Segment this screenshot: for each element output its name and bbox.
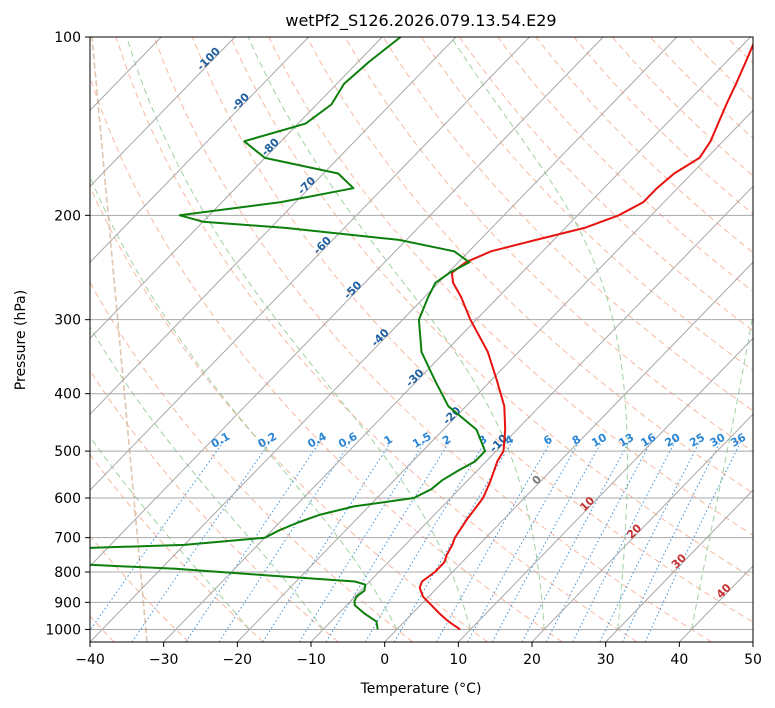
y-tick-label: 700 xyxy=(54,531,81,547)
sounding-profiles xyxy=(90,37,753,631)
y-tick-label: 400 xyxy=(54,387,81,403)
dry-adiabat xyxy=(90,75,563,642)
reference-curve xyxy=(91,37,148,642)
dry-adiabat xyxy=(115,37,638,642)
x-tick-label: −20 xyxy=(223,652,253,668)
mixing-ratio-line xyxy=(621,440,722,642)
y-tick-label: 300 xyxy=(54,313,81,329)
x-tick-label: −40 xyxy=(75,652,105,668)
mixing-ratio-line xyxy=(218,440,352,642)
isotherm xyxy=(163,37,751,642)
mixing-ratio-line xyxy=(435,440,552,642)
isotherm xyxy=(90,37,309,263)
mixing-ratio-line xyxy=(131,440,272,642)
mixing-ratio-line xyxy=(262,440,393,642)
x-tick-label: 50 xyxy=(744,652,762,668)
dewpoint-profile xyxy=(90,37,487,630)
isotherm xyxy=(531,413,753,642)
y-tick-label: 200 xyxy=(54,208,81,224)
y-tick-label: 500 xyxy=(54,444,81,460)
background-lines xyxy=(90,37,753,642)
isotherm xyxy=(90,37,383,339)
isotherm xyxy=(384,261,753,642)
y-tick-label: 100 xyxy=(54,30,81,46)
x-tick-label: 10 xyxy=(449,652,467,668)
mixing-ratio-line xyxy=(298,440,426,642)
isotherm xyxy=(90,37,457,415)
x-tick-label: −30 xyxy=(149,652,179,668)
temperature-profile xyxy=(418,42,753,631)
isotherm xyxy=(236,109,753,642)
plot-frame xyxy=(89,36,754,643)
mixing-ratio-line xyxy=(491,440,603,642)
moist-adiabat xyxy=(247,37,545,630)
x-tick-label: 30 xyxy=(597,652,615,668)
x-axis-label: Temperature (°C) xyxy=(360,681,482,697)
moist-adiabat xyxy=(90,325,324,630)
isotherm xyxy=(90,37,236,188)
x-tick-label: 40 xyxy=(670,652,688,668)
chart-title: wetPf2_S126.2026.079.13.54.E29 xyxy=(285,11,556,31)
y-axis-ticks: 100 200 300 400 500 600 700 800 900 1000 xyxy=(45,30,90,638)
isotherm xyxy=(310,185,753,642)
y-tick-label: 800 xyxy=(54,565,81,581)
moist-adiabat xyxy=(691,310,753,630)
dry-adiabat xyxy=(90,185,488,642)
isotherm xyxy=(90,37,678,642)
dry-adiabat xyxy=(90,369,339,642)
dry-adiabat xyxy=(191,37,753,623)
mixing-ratio-line xyxy=(467,440,581,642)
x-tick-label: −10 xyxy=(296,652,326,668)
mixing-ratio-line xyxy=(325,440,451,642)
dry-adiabat xyxy=(497,37,753,293)
isotherm xyxy=(605,489,753,642)
isotherm xyxy=(90,37,604,567)
mixing-ratio-line xyxy=(364,440,487,642)
dry-adiabat xyxy=(90,453,264,642)
x-tick-label: 0 xyxy=(380,652,389,668)
x-axis-ticks: −40 −30 −20 −10 0 10 20 30 40 50 xyxy=(75,642,762,668)
y-axis-label: Pressure (hPa) xyxy=(13,290,29,390)
isotherm xyxy=(90,37,530,491)
mixing-ratio-line xyxy=(599,440,701,642)
x-tick-label: 20 xyxy=(523,652,541,668)
y-tick-label: 1000 xyxy=(45,622,81,638)
moist-adiabat xyxy=(450,37,628,630)
moist-adiabat xyxy=(90,435,250,630)
mixing-ratio-line xyxy=(185,440,322,642)
isotherm xyxy=(457,337,753,642)
y-tick-label: 600 xyxy=(54,491,81,507)
y-tick-label: 900 xyxy=(54,595,81,611)
moist-adiabat xyxy=(90,175,398,630)
